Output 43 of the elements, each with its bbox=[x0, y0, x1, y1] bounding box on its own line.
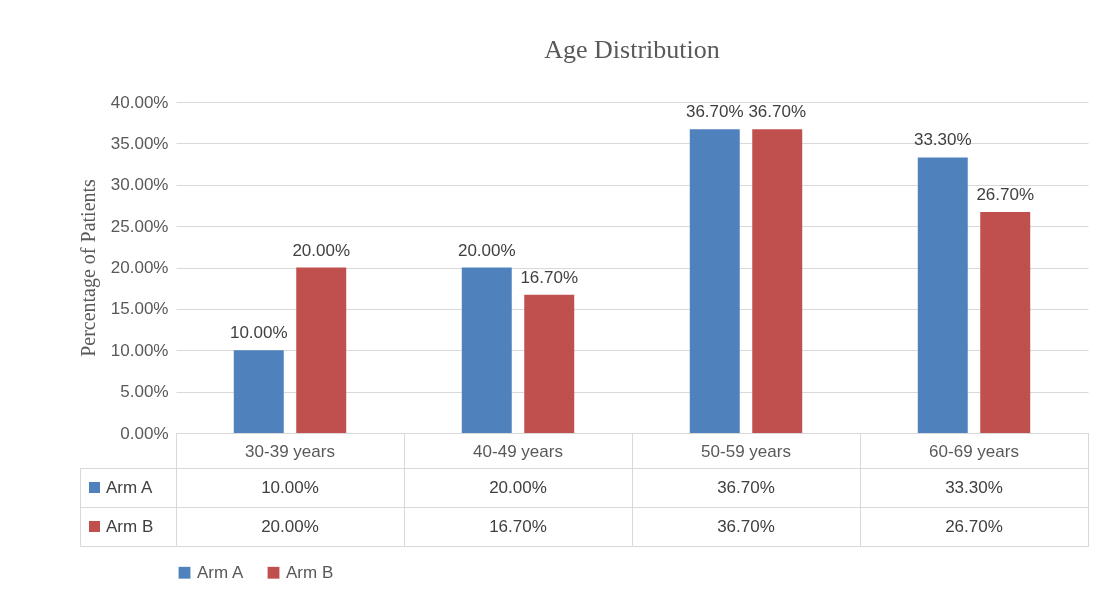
data-label: 10.00% bbox=[176, 468, 404, 508]
text: Arm A bbox=[197, 562, 244, 582]
text: 20.00% bbox=[457, 240, 516, 260]
bar bbox=[233, 350, 284, 433]
bar bbox=[980, 212, 1031, 433]
data-label: 20.00% bbox=[404, 468, 632, 508]
text: 16.70% bbox=[520, 267, 579, 287]
y-tick-label: 0.00% bbox=[120, 423, 169, 443]
data-label: 36.70% bbox=[632, 468, 860, 508]
data-label: 16.70% bbox=[404, 507, 632, 547]
bar bbox=[296, 267, 347, 433]
bar bbox=[689, 129, 740, 433]
text: 36.70% bbox=[685, 102, 744, 122]
data-label: 33.30% bbox=[860, 468, 1088, 508]
y-tick-label: 25.00% bbox=[110, 216, 169, 236]
text: 26.70% bbox=[976, 185, 1035, 205]
text: Arm B bbox=[106, 517, 154, 536]
legend-label: Arm B bbox=[286, 562, 334, 582]
y-tick-label: 15.00% bbox=[110, 299, 169, 319]
bar bbox=[917, 157, 968, 433]
y-tick-label: 20.00% bbox=[110, 258, 169, 277]
bar bbox=[461, 267, 512, 433]
x-tick-label: 50-59 years bbox=[701, 441, 791, 461]
text: 10.00% bbox=[229, 323, 288, 343]
data-label: 26.70% bbox=[860, 507, 1088, 547]
text: 20.00% bbox=[292, 240, 351, 260]
data-label: 20.00% bbox=[176, 507, 404, 547]
chart-title: Age Distribution bbox=[544, 35, 720, 64]
text: 36.70% bbox=[748, 102, 807, 122]
y-tick-label: 5.00% bbox=[120, 382, 169, 402]
legend-label: Arm A bbox=[106, 478, 153, 497]
y-axis-title: Percentage of Patients bbox=[76, 178, 100, 357]
x-tick-label: 60-69 years bbox=[929, 441, 1019, 461]
y-tick-label: 40.00% bbox=[110, 92, 169, 112]
bar bbox=[524, 294, 575, 433]
x-tick-label: 30-39 years bbox=[245, 441, 335, 461]
y-tick-label: 10.00% bbox=[110, 340, 169, 360]
y-tick-label: 30.00% bbox=[110, 175, 169, 195]
bar bbox=[752, 129, 803, 433]
data-label: 36.70% bbox=[632, 507, 860, 547]
y-tick-label: 35.00% bbox=[110, 133, 169, 153]
text: 33.30% bbox=[913, 130, 972, 150]
x-tick-label: 40-49 years bbox=[473, 441, 563, 461]
